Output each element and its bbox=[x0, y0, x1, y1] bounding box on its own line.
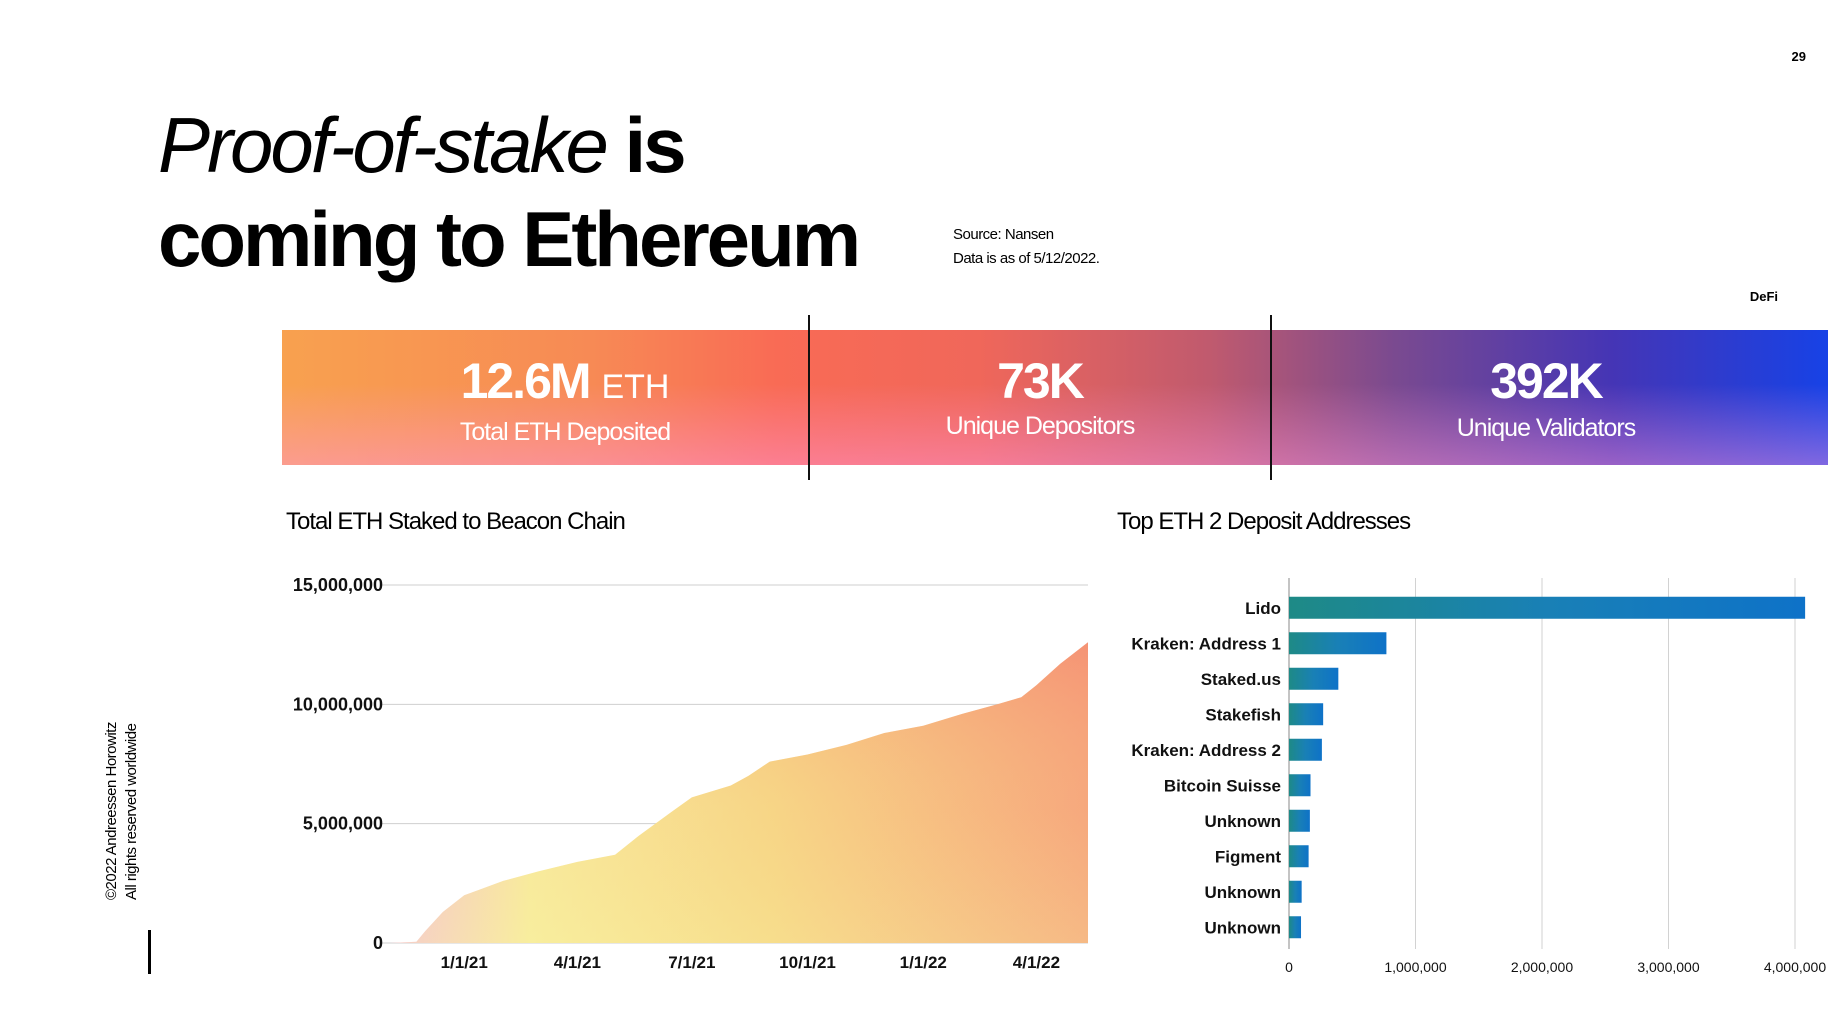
bar bbox=[1289, 916, 1302, 939]
title-italic: Proof-of-stake bbox=[158, 101, 609, 189]
stat-value: 73K bbox=[997, 353, 1085, 409]
bar-chart-title: Top ETH 2 Deposit Addresses bbox=[1117, 508, 1411, 535]
copyright-line-2: All rights reserved worldwide bbox=[123, 723, 140, 900]
bar-category-label: Unknown bbox=[1205, 883, 1282, 902]
bar bbox=[1289, 738, 1322, 761]
x-tick-label: 0 bbox=[1285, 959, 1293, 975]
bar bbox=[1289, 809, 1310, 832]
bar-category-label: Stakefish bbox=[1205, 705, 1281, 724]
banner-divider-2 bbox=[1270, 315, 1272, 480]
copyright: ©2022 Andreessen Horowitz All rights res… bbox=[102, 722, 142, 900]
bar-chart: Lido Kraken: Address 1 Staked.us Stakefish K… bbox=[1131, 578, 1826, 975]
bar bbox=[1289, 703, 1324, 726]
stats-banner bbox=[282, 330, 1828, 465]
x-tick-label: 2,000,000 bbox=[1511, 959, 1573, 975]
area-series-overlay bbox=[390, 642, 1088, 943]
bar-category-label: Kraken: Address 1 bbox=[1131, 634, 1281, 653]
stat-label: Total ETH Deposited bbox=[459, 418, 671, 446]
x-tick-label: 4/1/22 bbox=[1013, 953, 1060, 972]
bar bbox=[1289, 774, 1311, 797]
stats-banner-overlay bbox=[282, 330, 1828, 465]
y-tick-label: 5,000,000 bbox=[303, 814, 383, 834]
copyright-line-1: ©2022 Andreessen Horowitz bbox=[103, 722, 120, 900]
x-tick-label: 1/1/22 bbox=[900, 953, 947, 972]
source-line-2: Data is as of 5/12/2022. bbox=[953, 250, 1100, 267]
title-bold-1: is bbox=[624, 101, 687, 189]
bar bbox=[1289, 596, 1806, 619]
page-title: Proof-of-stake is coming to Ethereum bbox=[158, 98, 861, 286]
x-tick-label: 3,000,000 bbox=[1637, 959, 1699, 975]
y-tick-label: 10,000,000 bbox=[293, 694, 383, 714]
x-tick-label: 1/1/21 bbox=[441, 953, 488, 972]
page-number: 29 bbox=[1791, 49, 1806, 64]
stat-total-deposited: 12.6M ETH Total ETH Deposited bbox=[330, 352, 800, 448]
bar bbox=[1289, 880, 1302, 903]
footer-rule bbox=[148, 930, 151, 974]
bar-category-label: Figment bbox=[1215, 847, 1281, 866]
y-tick-label: 15,000,000 bbox=[293, 575, 383, 595]
stat-value: 12.6M bbox=[460, 353, 592, 409]
bar bbox=[1289, 632, 1387, 655]
x-tick-label: 4,000,000 bbox=[1764, 959, 1826, 975]
stat-label: Unique Depositors bbox=[945, 412, 1136, 440]
y-tick-label: 0 bbox=[373, 933, 383, 953]
area-chart-title: Total ETH Staked to Beacon Chain bbox=[286, 508, 626, 535]
x-tick-label: 4/1/21 bbox=[554, 953, 601, 972]
bar-category-label: Lido bbox=[1245, 599, 1281, 618]
banner-divider-1 bbox=[808, 315, 810, 480]
title-bold-2: coming to Ethereum bbox=[158, 195, 861, 283]
stat-unique-depositors: 73K Unique Depositors bbox=[810, 352, 1270, 442]
bar-category-label: Unknown bbox=[1205, 918, 1282, 937]
x-tick-label: 7/1/21 bbox=[668, 953, 715, 972]
bar-category-label: Staked.us bbox=[1201, 670, 1281, 689]
bar bbox=[1289, 667, 1339, 690]
area-chart: 0 5,000,000 10,000,000 15,000,000 1/1/21 4/1… bbox=[293, 575, 1088, 972]
bar bbox=[1289, 845, 1309, 868]
source-note: Source: Nansen Data is as of 5/12/2022. bbox=[953, 223, 1100, 271]
stat-unique-validators: 392K Unique Validators bbox=[1272, 352, 1820, 444]
source-line-1: Source: Nansen bbox=[953, 226, 1054, 243]
section-label: DeFi bbox=[1749, 289, 1778, 304]
bar-category-label: Unknown bbox=[1205, 812, 1282, 831]
bar-category-label: Kraken: Address 2 bbox=[1131, 741, 1281, 760]
stat-label: Unique Validators bbox=[1456, 414, 1636, 442]
stat-value: 392K bbox=[1490, 353, 1604, 409]
x-tick-label: 1,000,000 bbox=[1384, 959, 1446, 975]
x-tick-label: 10/1/21 bbox=[779, 953, 836, 972]
stat-unit: ETH bbox=[601, 368, 670, 406]
bar-category-label: Bitcoin Suisse bbox=[1164, 776, 1281, 795]
